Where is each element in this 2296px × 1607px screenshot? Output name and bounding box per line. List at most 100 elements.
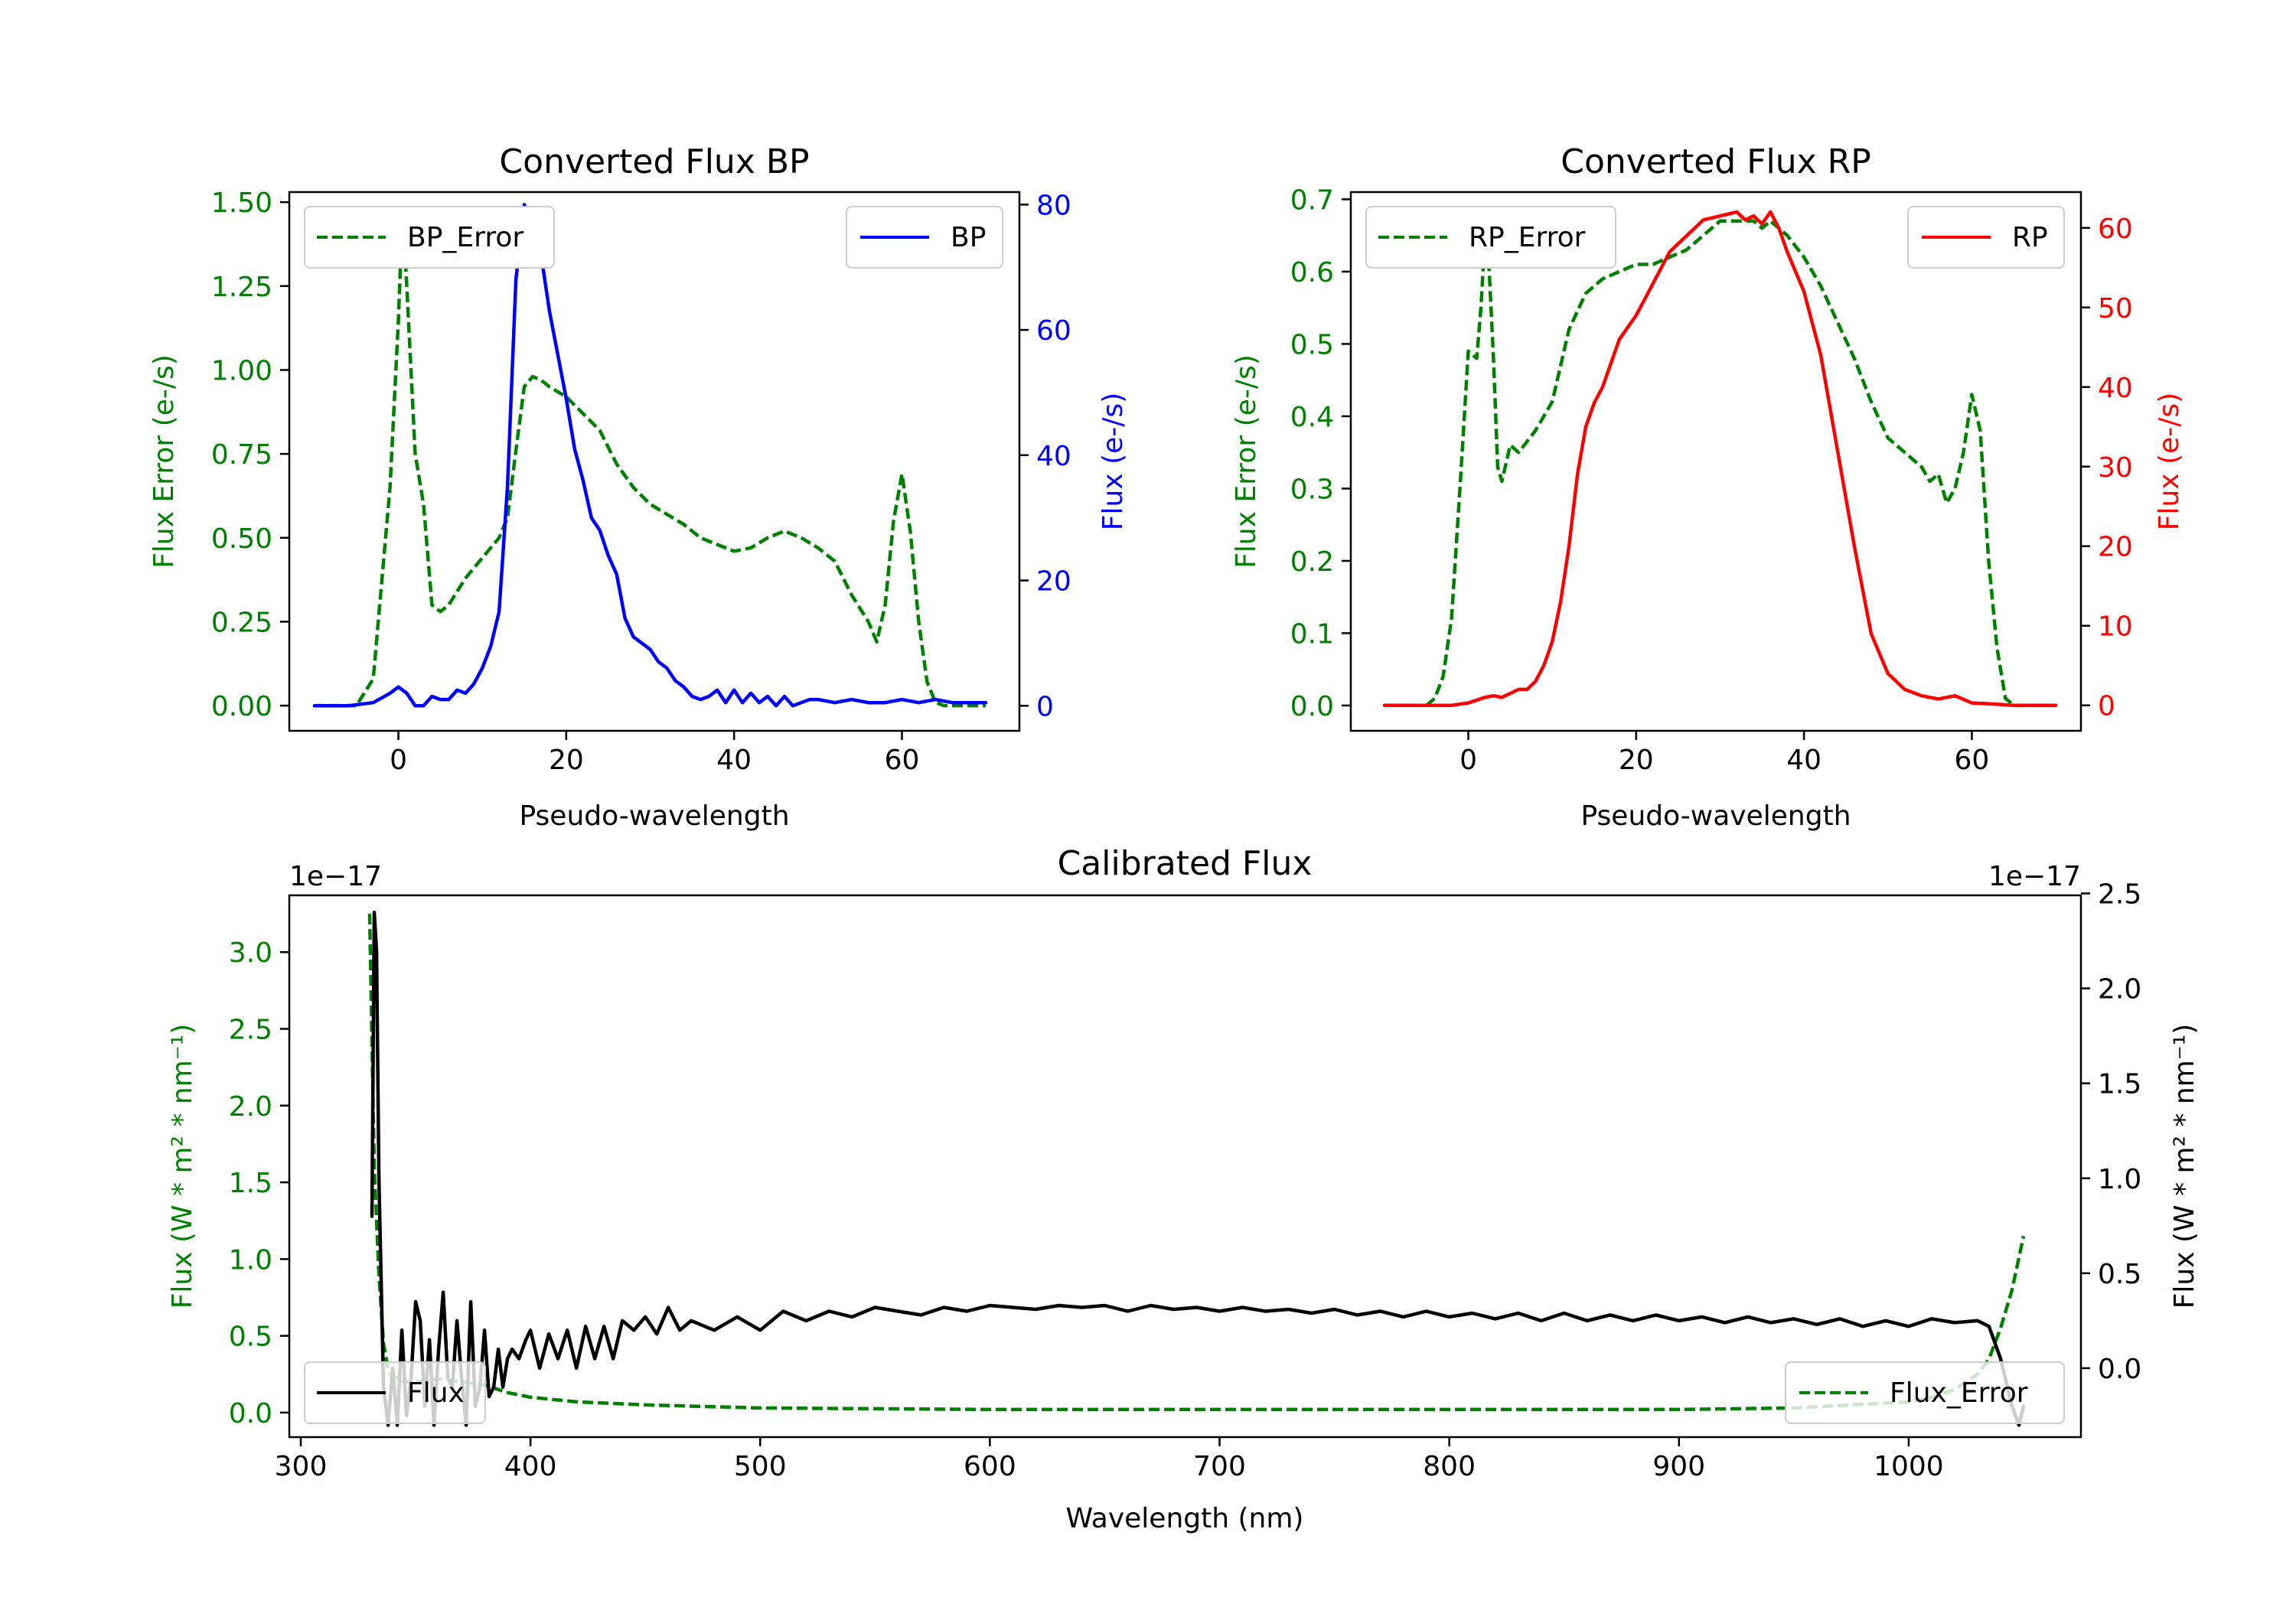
y-left-tick-label: 2.5 (229, 1014, 272, 1045)
x-tick-label: 40 (1786, 745, 1821, 776)
y-right-axis-label: Flux (W * m² * nm⁻¹) (2169, 1024, 2200, 1309)
legend-right: RP (1907, 206, 2065, 269)
y-right-tick-label: 20 (2098, 532, 2133, 563)
y-left-tick-label: 0.1 (1290, 618, 1334, 650)
legend-label-rp-error: RP_Error (1469, 222, 1586, 253)
y-left-tick-label: 0.50 (211, 523, 272, 555)
legend-right: Flux_Error (1785, 1361, 2065, 1424)
y-right-tick-label: 80 (1036, 190, 1071, 221)
y-right-axis-ticks: 0 10 20 30 40 50 60 (2081, 214, 2133, 722)
x-tick-label: 900 (1652, 1451, 1705, 1482)
chart-bp: Converted Flux BP 0 20 40 60 0.000.250.500.… (148, 142, 1129, 832)
y-right-tick-label: 40 (2098, 373, 2133, 404)
y-right-tick-label: 1.0 (2098, 1164, 2141, 1195)
y-left-axis-label: Flux Error (e-/s) (148, 354, 180, 569)
x-tick-label: 300 (275, 1451, 328, 1482)
legend-left: Flux (304, 1361, 486, 1424)
x-axis-ticks: 0 20 40 60 (390, 731, 919, 776)
y-left-tick-label: 0.7 (1290, 184, 1334, 216)
y-left-tick-label: 0.25 (211, 607, 272, 638)
x-tick-label: 800 (1423, 1451, 1476, 1482)
x-tick-label: 60 (885, 745, 920, 776)
chart-calibrated: Calibrated Flux 300 400 500 600 700 800 900 100… (167, 844, 2200, 1534)
x-tick-label: 1000 (1874, 1451, 1944, 1482)
y-left-tick-label: 1.00 (211, 355, 272, 386)
y-left-tick-label: 0.4 (1290, 402, 1334, 433)
x-axis-label: Pseudo-wavelength (519, 800, 789, 832)
x-tick-label: 500 (734, 1451, 787, 1482)
legend-label-bp-error: BP_Error (407, 222, 523, 253)
plot-frame (288, 191, 1021, 732)
x-axis-label: Pseudo-wavelength (1580, 800, 1851, 832)
y-left-tick-label: 1.25 (211, 272, 272, 303)
plot-frame (288, 894, 2082, 1439)
x-tick-label: 40 (716, 745, 752, 776)
legend-label-flux: Flux (407, 1377, 465, 1409)
x-tick-label: 20 (549, 745, 584, 776)
y-left-tick-label: 0.0 (229, 1398, 272, 1429)
y-left-tick-label: 0.2 (1290, 546, 1334, 578)
y-right-axis-label: Flux (e-/s) (2154, 393, 2185, 530)
x-axis-label: Wavelength (nm) (1066, 1503, 1304, 1534)
y-left-tick-label: 0.6 (1290, 257, 1334, 288)
x-tick-label: 0 (390, 745, 407, 776)
y-left-offset-label: 1e−17 (289, 861, 382, 892)
y-right-tick-label: 40 (1036, 441, 1071, 472)
y-right-tick-label: 60 (1036, 315, 1071, 347)
y-left-tick-label: 2.0 (229, 1091, 272, 1123)
plot-frame (1349, 191, 2082, 732)
y-right-tick-label: 2.0 (2098, 974, 2141, 1006)
y-left-tick-label: 3.0 (229, 937, 272, 969)
y-right-tick-label: 10 (2098, 611, 2133, 643)
y-right-tick-label: 60 (2098, 214, 2133, 245)
y-left-tick-label: 0.5 (1290, 329, 1334, 360)
x-tick-label: 60 (1955, 745, 1990, 776)
legend-label-flux-error: Flux_Error (1890, 1377, 2028, 1409)
plot-lines (312, 203, 988, 708)
x-tick-label: 600 (964, 1451, 1016, 1482)
y-right-tick-label: 20 (1036, 566, 1071, 598)
y-right-tick-label: 0.5 (2098, 1259, 2141, 1290)
y-left-tick-label: 1.50 (211, 187, 272, 219)
y-right-axis-label: Flux (e-/s) (1097, 393, 1129, 530)
y-left-tick-label: 0.5 (229, 1322, 272, 1353)
legend-box (1365, 206, 1616, 269)
y-right-tick-label: 0.0 (2098, 1354, 2141, 1385)
legend-box (304, 206, 555, 269)
y-left-tick-label: 0.0 (1290, 691, 1334, 722)
legend-box (1785, 1361, 2065, 1424)
y-right-tick-label: 0 (2098, 691, 2115, 722)
x-tick-label: 0 (1459, 745, 1477, 776)
y-left-tick-label: 0.75 (211, 439, 272, 471)
y-right-tick-label: 2.5 (2098, 879, 2141, 911)
y-right-offset-label: 1e−17 (1988, 861, 2081, 892)
y-left-tick-label: 1.5 (229, 1168, 272, 1199)
series-line-rp (1382, 210, 2058, 707)
y-right-tick-label: 30 (2098, 452, 2133, 484)
y-left-axis-ticks: 0.0 0.1 0.2 0.3 0.4 0.5 0.6 0.7 (1290, 184, 1351, 722)
x-tick-label: 20 (1619, 745, 1654, 776)
legend-left: RP_Error (1365, 206, 1616, 269)
x-tick-label: 700 (1193, 1451, 1246, 1482)
y-right-axis-ticks: 0.0 0.5 1.0 1.5 2.0 2.5 (2081, 879, 2141, 1385)
y-left-axis-label: Flux (W * m² * nm⁻¹) (167, 1024, 198, 1309)
legend-box (304, 1361, 486, 1424)
chart-title: Converted Flux RP (1561, 142, 1871, 181)
y-left-tick-label: 1.0 (229, 1244, 272, 1276)
series-line-bp (312, 203, 988, 708)
y-right-tick-label: 50 (2098, 293, 2133, 324)
y-left-axis-label: Flux Error (e-/s) (1231, 354, 1262, 569)
x-tick-label: 400 (504, 1451, 557, 1482)
y-left-axis-ticks: 0.0 0.5 1.0 1.5 2.0 2.5 3.0 (229, 937, 289, 1429)
y-right-axis-ticks: 0 20 40 60 80 (1019, 190, 1071, 722)
y-right-tick-label: 1.5 (2098, 1069, 2141, 1100)
series-line-bp-error (314, 207, 987, 708)
chart-rp: Converted Flux RP 0 20 40 60 0.00.10.20.30.… (1231, 142, 2185, 832)
legend-right: BP (846, 206, 1003, 269)
legend-label-bp: BP (951, 222, 986, 253)
legend-left: BP_Error (304, 206, 555, 269)
chart-title: Converted Flux BP (499, 142, 809, 181)
y-left-axis-ticks: 0.00 0.25 0.50 0.75 1.00 1.25 1.50 (211, 187, 289, 722)
chart-title: Calibrated Flux (1058, 844, 1313, 883)
